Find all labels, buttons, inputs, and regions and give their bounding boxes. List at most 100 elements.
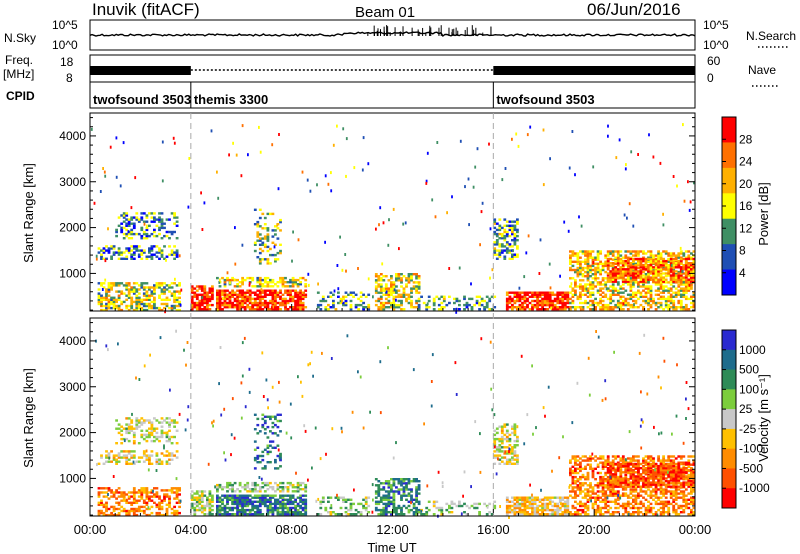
heat-cell	[223, 289, 227, 292]
heat-cell	[579, 492, 582, 495]
heat-cell	[596, 250, 600, 253]
heat-cell	[211, 291, 214, 294]
heat-cell	[632, 293, 635, 296]
heat-speckle	[361, 168, 364, 172]
heat-cell	[190, 506, 194, 510]
heat-cell	[437, 508, 441, 512]
heat-cell	[601, 262, 605, 265]
heat-cell	[644, 252, 648, 255]
heat-cell	[647, 264, 650, 267]
heat-cell	[639, 295, 643, 298]
heat-cell	[102, 462, 106, 465]
heat-cell	[405, 482, 408, 485]
heat-cell	[241, 293, 244, 296]
heat-cell	[236, 295, 239, 298]
heat-cell	[637, 291, 640, 294]
heat-cell	[258, 239, 262, 242]
heat-speckle	[585, 287, 588, 291]
heat-cell	[579, 279, 582, 282]
heat-cell	[400, 478, 403, 481]
heat-cell	[125, 212, 129, 215]
heat-cell	[606, 508, 610, 512]
heat-cell	[679, 293, 683, 296]
heat-cell	[584, 459, 587, 462]
heat-cell	[178, 304, 181, 308]
heat-cell	[208, 511, 212, 514]
heat-cell	[690, 262, 693, 265]
heat-speckle	[501, 178, 504, 182]
heat-cell	[223, 278, 227, 282]
heat-cell	[120, 251, 124, 254]
heat-cell	[105, 491, 108, 494]
heat-cell	[556, 308, 560, 311]
heat-cell	[644, 281, 648, 284]
heat-cell	[384, 285, 388, 288]
heat-cell	[148, 251, 151, 254]
heat-speckle	[676, 184, 678, 188]
heat-cell	[261, 486, 265, 489]
heat-cell	[148, 249, 151, 252]
heat-cell	[427, 500, 431, 503]
heat-cell	[206, 297, 209, 301]
heat-cell	[581, 306, 585, 309]
heat-cell	[132, 247, 136, 250]
heat-cell	[669, 259, 673, 263]
heat-cell	[667, 299, 671, 303]
heat-cell	[357, 502, 360, 506]
heat-cell	[652, 266, 655, 269]
heat-cell	[155, 435, 159, 439]
heat-cell	[110, 247, 113, 250]
heat-cell	[599, 480, 602, 483]
heat-cell	[135, 218, 139, 221]
heat-cell	[148, 212, 151, 215]
heat-cell	[261, 500, 265, 503]
heat-cell	[251, 481, 255, 485]
heat-cell	[392, 502, 396, 506]
heat-cell	[571, 471, 575, 475]
heat-cell	[198, 287, 202, 290]
heat-cell	[390, 496, 393, 499]
heat-cell	[115, 427, 118, 430]
heat-cell	[606, 457, 610, 460]
heat-cell	[505, 291, 509, 294]
sky-right-tick-top: 10^5	[703, 18, 729, 32]
heat-cell	[596, 494, 600, 497]
heat-cell	[586, 506, 590, 510]
heat-cell	[581, 289, 585, 292]
heat-cell	[160, 251, 164, 254]
heat-cell	[669, 299, 673, 303]
heat-cell	[135, 306, 139, 310]
heat-cell	[251, 502, 255, 506]
heat-cell	[140, 300, 144, 304]
heat-cell	[503, 234, 507, 238]
heat-cell	[256, 496, 260, 499]
heat-cell	[674, 274, 678, 277]
heat-cell	[619, 274, 623, 277]
heat-cell	[619, 270, 623, 273]
heat-cell	[145, 429, 149, 432]
heat-cell	[256, 504, 260, 508]
heat-cell	[626, 264, 630, 268]
heat-cell	[662, 291, 665, 294]
heat-speckle	[161, 179, 164, 183]
heat-cell	[301, 513, 305, 516]
heat-cell	[155, 245, 159, 248]
heat-cell	[526, 306, 529, 309]
heat-cell	[137, 296, 141, 299]
heat-cell	[574, 461, 577, 464]
heat-cell	[203, 287, 207, 290]
heat-cell	[246, 306, 250, 309]
heat-cell	[258, 289, 262, 292]
heat-cell	[195, 508, 199, 512]
heat-cell	[611, 306, 615, 309]
heat-cell	[508, 458, 512, 461]
heat-cell	[475, 299, 479, 303]
heat-cell	[513, 301, 517, 305]
heat-cell	[299, 308, 302, 311]
heat-cell	[667, 260, 671, 263]
heat-cell	[168, 501, 171, 504]
heat-cell	[284, 306, 287, 309]
heat-cell	[243, 486, 247, 489]
heat-cell	[125, 462, 129, 465]
heat-cell	[271, 212, 275, 216]
